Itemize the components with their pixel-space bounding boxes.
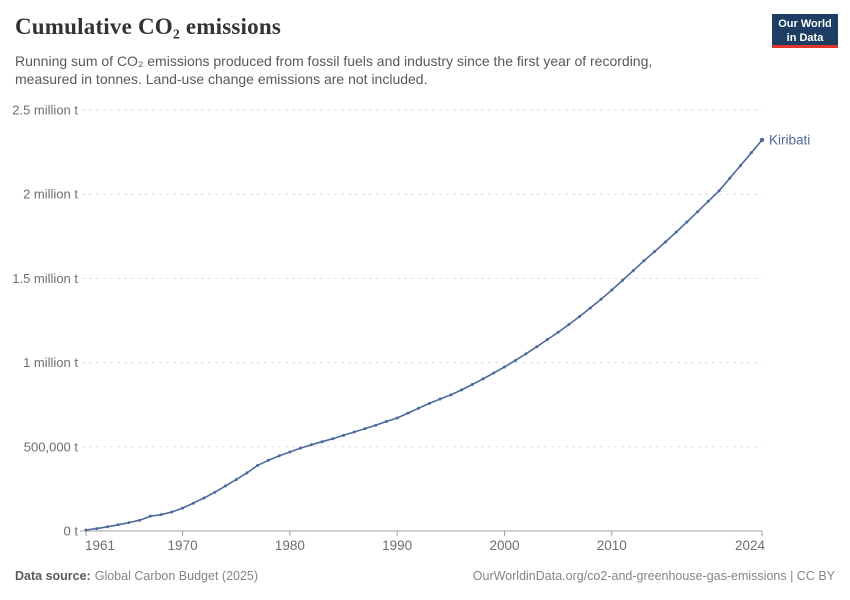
data-source-value: Global Carbon Budget (2025) <box>94 569 259 583</box>
data-point <box>256 463 260 467</box>
owid-logo-line2: in Data <box>786 32 824 45</box>
data-point <box>105 525 109 529</box>
series-line <box>85 139 763 531</box>
data-point <box>223 484 227 488</box>
x-tick-label: 1970 <box>168 538 198 553</box>
data-point <box>759 137 765 143</box>
data-point <box>663 240 667 244</box>
data-point <box>288 450 292 454</box>
page-title: Cumulative CO₂ emissions <box>15 14 281 39</box>
data-point <box>706 199 710 203</box>
data-point <box>116 523 120 527</box>
data-point <box>406 411 410 415</box>
chart-footer: Data source: Global Carbon Budget (2025) … <box>15 569 835 583</box>
data-point <box>588 306 592 310</box>
data-point <box>685 220 689 224</box>
x-tick-label: 1980 <box>275 538 305 553</box>
data-point <box>621 278 625 282</box>
data-source: Data source: Global Carbon Budget (2025) <box>15 569 258 583</box>
data-point <box>696 210 700 214</box>
data-point <box>213 490 217 494</box>
data-point <box>245 471 249 475</box>
data-point <box>277 454 281 458</box>
owid-logo[interactable]: Our World in Data <box>772 14 838 48</box>
x-tick-label: 2000 <box>489 538 519 553</box>
data-point <box>95 527 99 531</box>
data-point <box>556 330 560 334</box>
data-point <box>502 365 506 369</box>
data-point <box>728 176 732 180</box>
data-source-label: Data source: <box>15 569 91 583</box>
data-point <box>427 401 431 405</box>
series-label[interactable]: Kiribati <box>769 132 810 147</box>
x-tick-label: 1961 <box>85 538 115 553</box>
data-point <box>202 496 206 500</box>
y-tick-label: 2.5 million t <box>12 103 78 118</box>
data-point <box>234 478 238 482</box>
data-point <box>181 506 185 510</box>
data-point <box>717 189 721 193</box>
data-point <box>417 406 421 410</box>
data-point <box>481 377 485 381</box>
data-point <box>148 514 152 518</box>
data-point <box>535 345 539 349</box>
chart-subtitle: Running sum of CO₂ emissions produced fr… <box>15 53 653 88</box>
data-point <box>460 388 464 392</box>
data-point <box>299 446 303 450</box>
data-point <box>342 433 346 437</box>
data-point <box>545 338 549 342</box>
y-tick-label: 2 million t <box>23 187 78 202</box>
data-point <box>653 249 657 253</box>
data-point <box>266 458 270 462</box>
data-point <box>642 259 646 263</box>
data-point <box>567 323 571 327</box>
data-point <box>610 288 614 292</box>
data-point <box>320 440 324 444</box>
data-point <box>331 437 335 441</box>
data-point <box>749 151 753 155</box>
y-tick-label: 1.5 million t <box>12 271 78 286</box>
data-point <box>470 382 474 386</box>
owid-logo-line1: Our World <box>778 18 832 30</box>
x-tick-label: 1990 <box>382 538 412 553</box>
footer-link[interactable]: OurWorldinData.org/co2-and-greenhouse-ga… <box>472 569 835 583</box>
data-point <box>374 423 378 427</box>
data-point <box>363 427 367 431</box>
x-tick-label: 2010 <box>597 538 627 553</box>
data-point <box>449 393 453 397</box>
y-tick-label: 1 million t <box>23 355 78 370</box>
data-point <box>138 518 142 522</box>
data-point <box>352 430 356 434</box>
y-tick-label: 0 t <box>64 524 79 539</box>
data-point <box>170 510 174 514</box>
data-point <box>191 501 195 505</box>
data-point <box>578 314 582 318</box>
data-point <box>674 230 678 234</box>
data-point <box>599 297 603 301</box>
y-tick-label: 500,000 t <box>24 439 79 454</box>
data-point <box>309 443 313 447</box>
data-point <box>395 416 399 420</box>
data-point <box>492 371 496 375</box>
data-point <box>631 269 635 273</box>
data-point <box>84 528 88 532</box>
data-point <box>524 352 528 356</box>
data-point <box>513 359 517 363</box>
data-point <box>438 397 442 401</box>
data-point <box>739 164 743 168</box>
data-point <box>384 420 388 424</box>
data-point <box>127 521 131 525</box>
x-tick-label: 2024 <box>735 538 766 553</box>
data-point <box>159 513 163 517</box>
